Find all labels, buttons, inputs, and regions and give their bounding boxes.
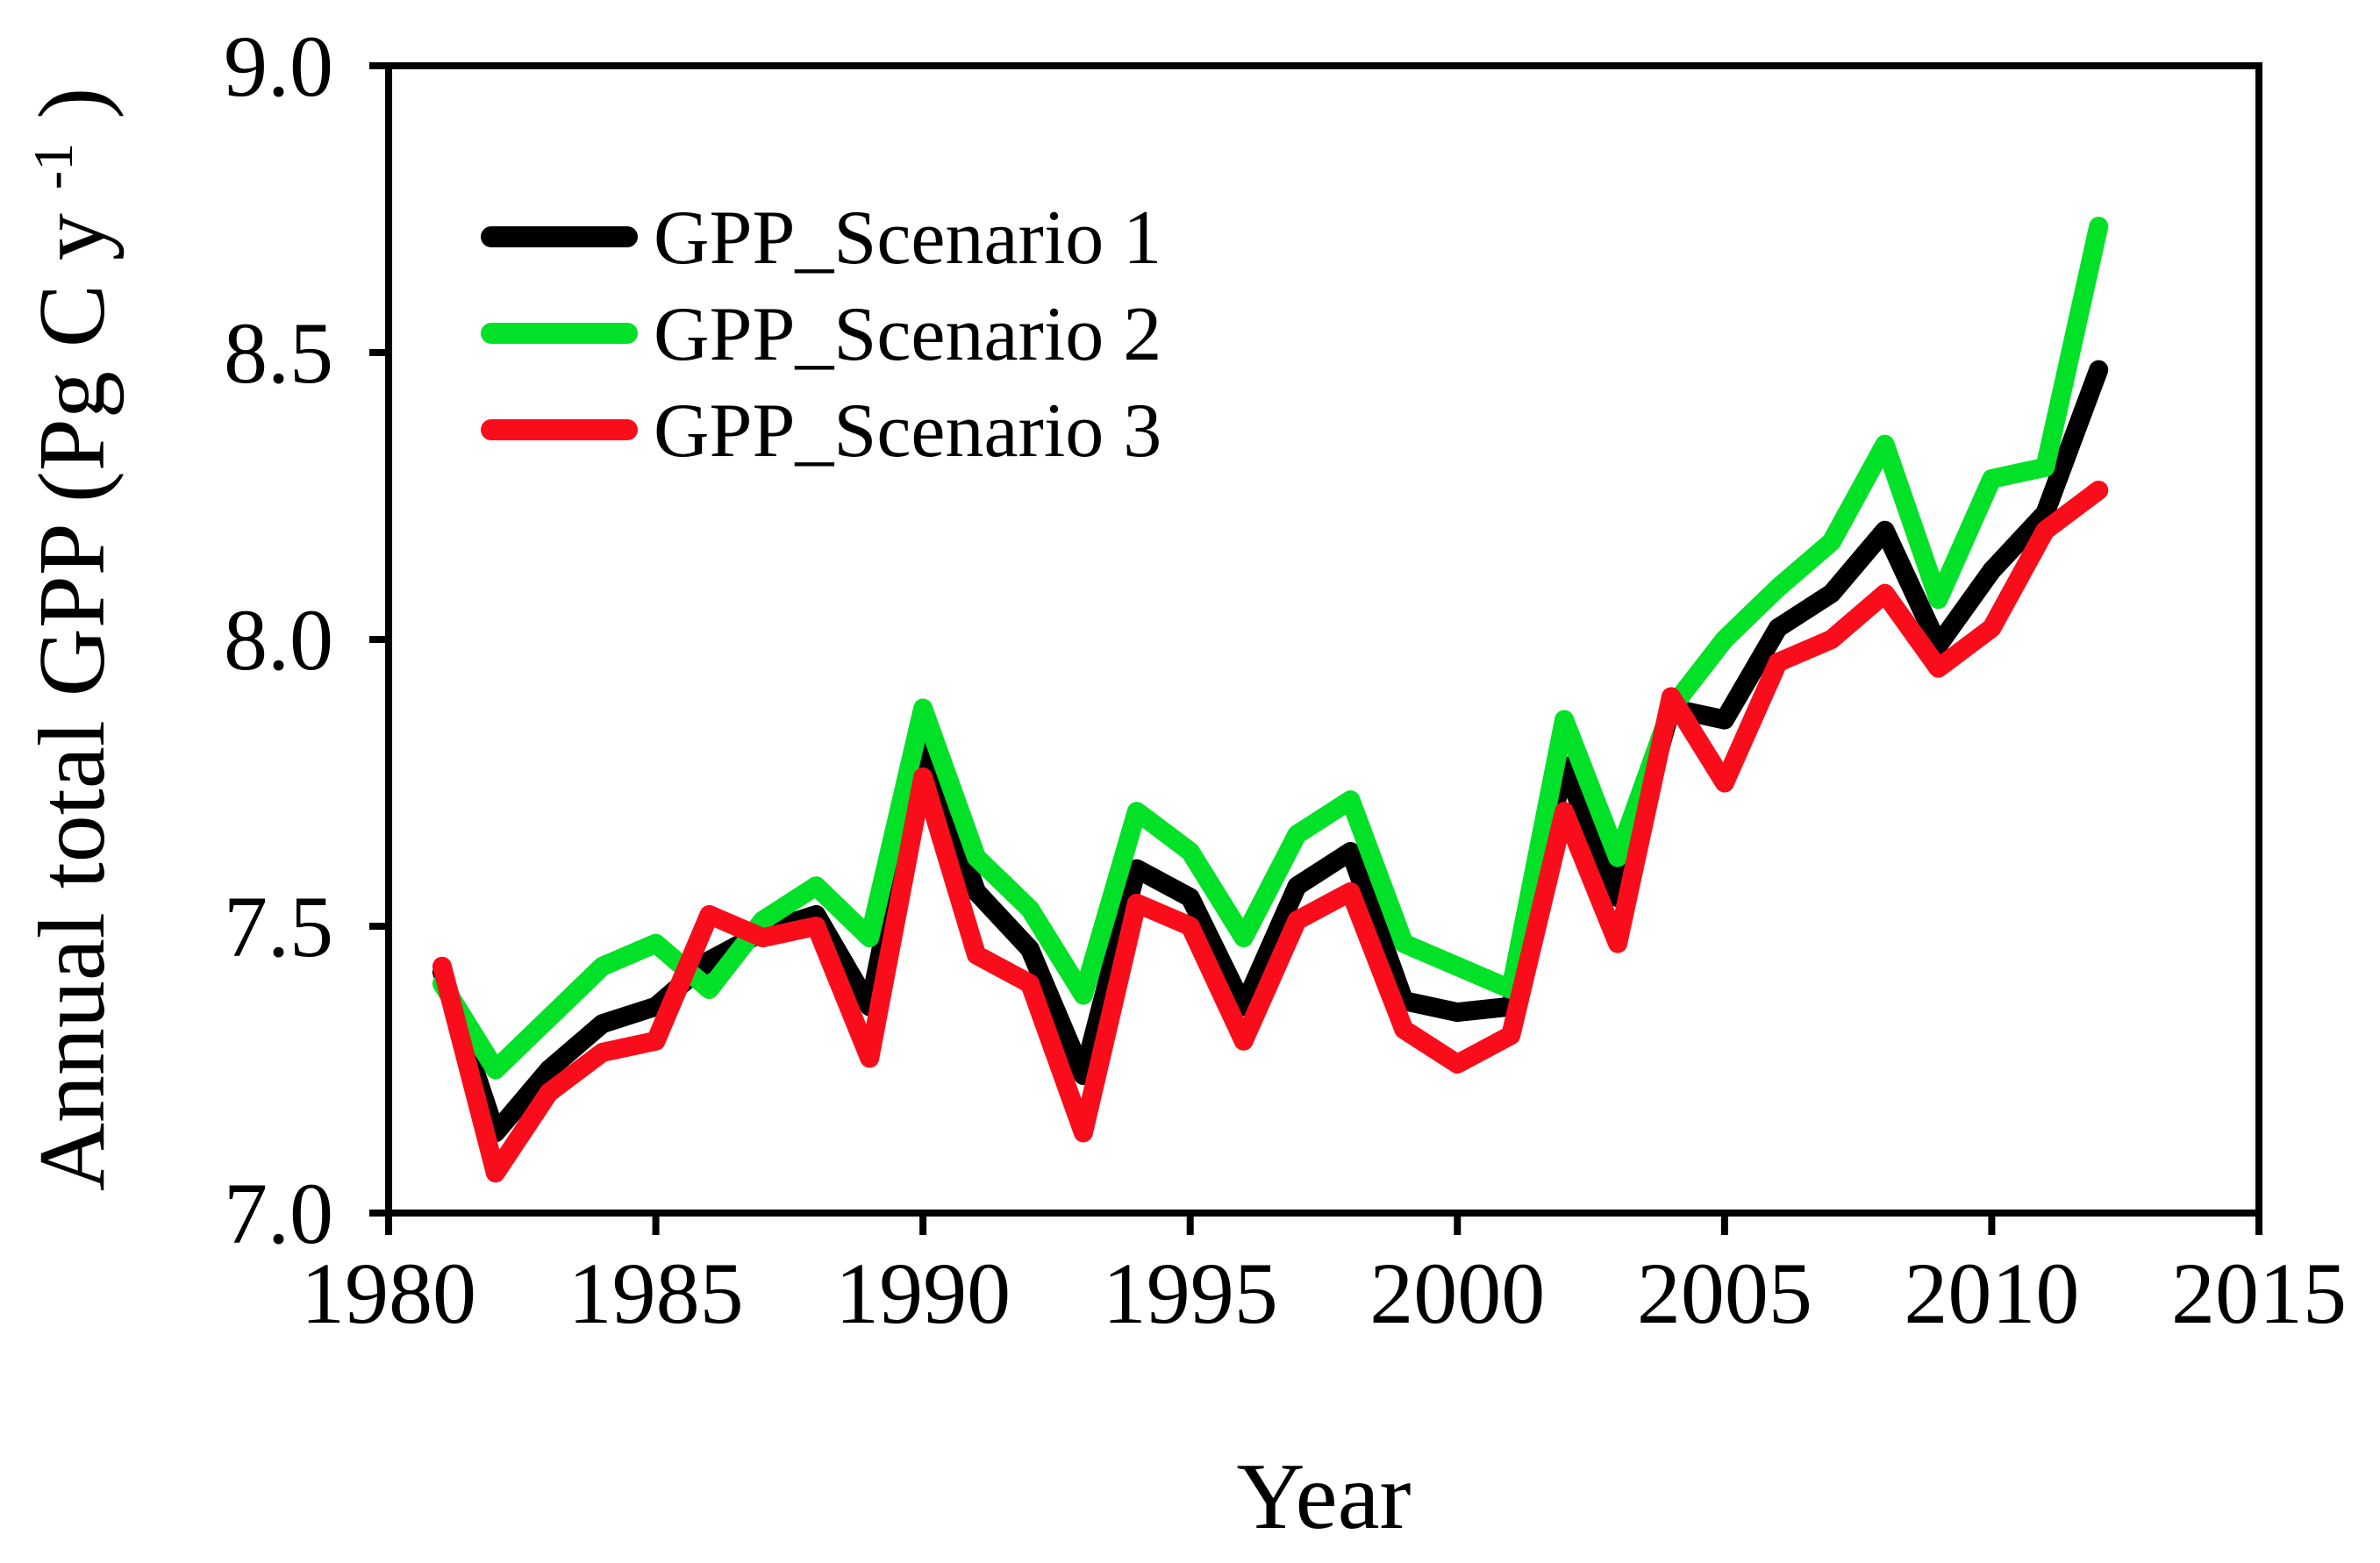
y-axis-title: Annual total GPP (Pg C y -1 ) <box>0 88 125 1191</box>
y-axis-title-main: Annual total GPP (Pg C y <box>20 213 125 1191</box>
legend-item-scenario-3: GPP_Scenario 3 <box>481 389 1161 474</box>
legend-label-scenario-3: GPP_Scenario 3 <box>654 389 1161 474</box>
x-axis-ticks <box>385 1213 2262 1235</box>
legend-item-scenario-1: GPP_Scenario 1 <box>481 196 1161 281</box>
x-axis-tick-labels: 1980 1985 1990 1995 2000 2005 2010 2015 <box>301 1245 2347 1342</box>
x-tick-label: 2000 <box>1369 1245 1545 1342</box>
y-tick-label: 9.0 <box>224 18 333 115</box>
y-tick-label: 7.5 <box>224 878 333 975</box>
x-axis-title: Year <box>1236 1445 1411 1549</box>
x-tick-label: 2005 <box>1637 1245 1812 1342</box>
x-tick-label: 2010 <box>1904 1245 2079 1342</box>
legend-label-scenario-1: GPP_Scenario 1 <box>654 196 1161 281</box>
series-group <box>432 217 2109 1183</box>
y-axis-title-close-paren: ) <box>20 88 125 119</box>
y-tick-label: 8.0 <box>224 591 333 689</box>
y-tick-label: 8.5 <box>224 304 333 402</box>
x-tick-label: 1985 <box>568 1245 744 1342</box>
series-line-gpp-scenario-1 <box>432 360 2109 1143</box>
x-tick-label: 1990 <box>835 1245 1011 1342</box>
x-tick-label: 1995 <box>1103 1245 1278 1342</box>
legend: GPP_Scenario 1 GPP_Scenario 2 GPP_Scenar… <box>481 196 1161 474</box>
y-axis-tick-labels: 7.0 7.5 8.0 8.5 9.0 <box>224 18 333 1262</box>
legend-item-scenario-2: GPP_Scenario 2 <box>481 292 1161 377</box>
x-tick-label: 1980 <box>301 1245 476 1342</box>
y-axis-title-superscript: -1 <box>22 143 84 189</box>
series-line-gpp-scenario-3 <box>432 480 2109 1183</box>
y-tick-label: 7.0 <box>224 1165 333 1262</box>
series-line-gpp-scenario-2 <box>432 217 2109 1080</box>
x-tick-label: 2015 <box>2171 1245 2347 1342</box>
legend-label-scenario-2: GPP_Scenario 2 <box>654 292 1161 377</box>
